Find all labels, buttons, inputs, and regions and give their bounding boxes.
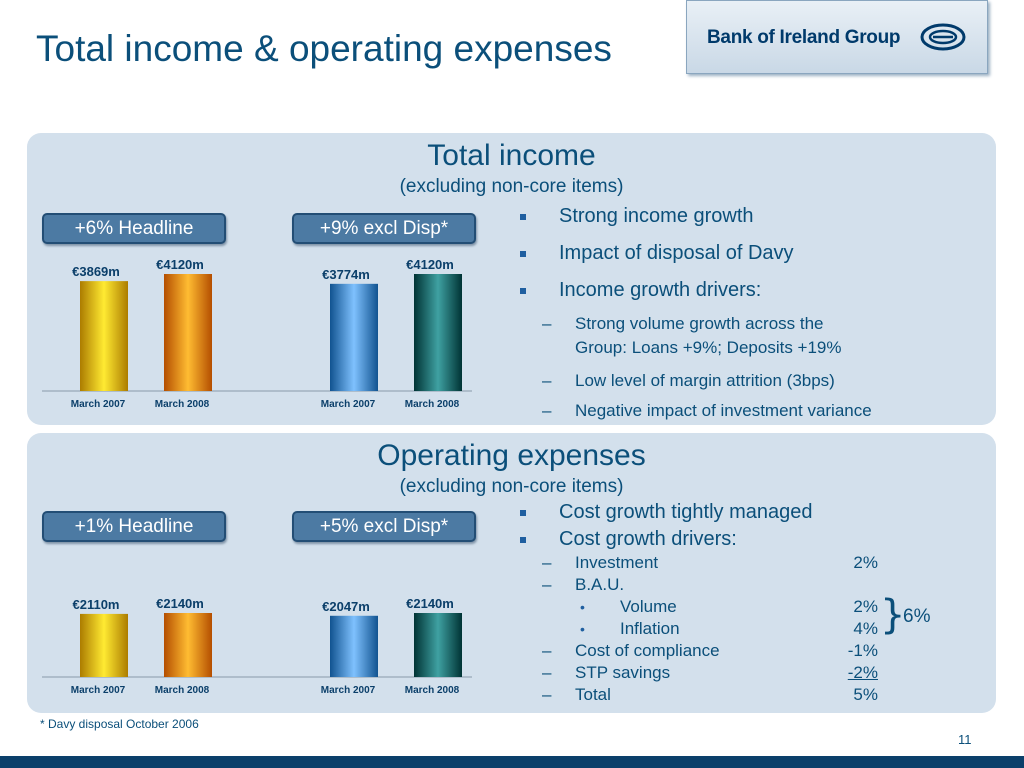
income-subbullet: – Negative impact of investment variance xyxy=(542,401,872,420)
category-label: March 2008 xyxy=(155,399,210,410)
expenses-headline-pill: +1% Headline xyxy=(42,511,226,542)
category-label: March 2007 xyxy=(321,399,376,410)
expenses-subtitle: (excluding non-core items) xyxy=(399,476,624,497)
bar xyxy=(414,274,462,391)
slide-title: Total income & operating expenses xyxy=(36,28,612,69)
brace-total: 6% xyxy=(903,606,931,627)
expense-row-stp: – STP savings xyxy=(542,663,671,682)
footnote: * Davy disposal October 2006 xyxy=(40,717,199,731)
income-subbullet-cont: Group: Loans +9%; Deposits +19% xyxy=(575,338,842,357)
bar-value-label: €2140m xyxy=(156,596,204,611)
expense-value-compliance: -1% xyxy=(847,641,878,660)
bar xyxy=(414,613,462,677)
income-excl-pill: +9% excl Disp* xyxy=(292,213,476,244)
expenses-title: Operating expenses xyxy=(377,439,646,472)
income-subbullet: – Strong volume growth across the xyxy=(542,314,824,333)
income-bullet: Impact of disposal of Davy xyxy=(520,242,794,265)
bar-value-label: €2140m xyxy=(406,596,454,611)
category-label: March 2007 xyxy=(71,685,126,696)
bar xyxy=(330,615,378,677)
income-headline-pill: +6% Headline xyxy=(42,213,226,244)
income-subbullet: – Low level of margin attrition (3bps) xyxy=(542,371,835,390)
bank-emblem-icon xyxy=(920,23,966,51)
expense-row-compliance: – Cost of compliance xyxy=(542,641,720,660)
bar xyxy=(164,274,212,391)
expense-row-volume: • Volume xyxy=(580,597,677,616)
expenses-bar-chart: €2110m March 2007 €2140m March 2008 €2047m Ma… xyxy=(42,596,472,696)
category-label: March 2007 xyxy=(321,685,376,696)
expense-value-total: 5% xyxy=(853,685,878,704)
footer-bar xyxy=(0,756,1024,768)
bar-value-label: €2047m xyxy=(322,599,370,614)
bar-value-label: €3869m xyxy=(72,264,120,279)
bar xyxy=(164,613,212,677)
expense-row-inflation: • Inflation xyxy=(580,619,680,638)
expense-row-total: – Total xyxy=(542,685,611,704)
bank-logo: Bank of Ireland Group xyxy=(686,0,988,74)
logo-text: Bank of Ireland Group xyxy=(707,27,901,48)
income-title: Total income xyxy=(427,139,596,172)
expenses-bullet: Cost growth drivers: xyxy=(520,528,737,551)
income-bullet: Income growth drivers: xyxy=(520,279,761,302)
category-label: March 2007 xyxy=(71,399,126,410)
expense-value-stp: -2% xyxy=(847,663,878,682)
bar-value-label: €2110m xyxy=(73,597,120,612)
bar xyxy=(80,613,128,677)
category-label: March 2008 xyxy=(155,685,210,696)
bar-value-label: €4120m xyxy=(406,257,454,272)
expenses-excl-pill: +5% excl Disp* xyxy=(292,511,476,542)
bar-value-label: €4120m xyxy=(156,257,204,272)
category-label: March 2008 xyxy=(405,685,460,696)
expense-row-bau: – B.A.U. xyxy=(542,575,625,594)
brace-icon: } xyxy=(880,592,906,638)
bar xyxy=(80,281,128,391)
income-subtitle: (excluding non-core items) xyxy=(399,176,624,197)
expenses-bullet: Cost growth tightly managed xyxy=(520,501,812,524)
expense-row-investment: – Investment xyxy=(542,553,659,572)
expenses-panel: Operating expenses (excluding non-core i… xyxy=(27,433,996,713)
expense-value-investment: 2% xyxy=(853,553,878,572)
income-bar-chart: €3869m March 2007 €4120m March 2008 €3774m Ma… xyxy=(42,257,472,410)
category-label: March 2008 xyxy=(405,399,460,410)
expense-value-volume: 2% xyxy=(853,597,878,616)
bar xyxy=(330,283,378,391)
expense-value-inflation: 4% xyxy=(853,619,878,638)
income-panel: Total income (excluding non-core items) … xyxy=(27,133,996,425)
bar-value-label: €3774m xyxy=(322,267,370,282)
page-number: 11 xyxy=(958,732,972,747)
income-bullet: Strong income growth xyxy=(520,205,754,228)
